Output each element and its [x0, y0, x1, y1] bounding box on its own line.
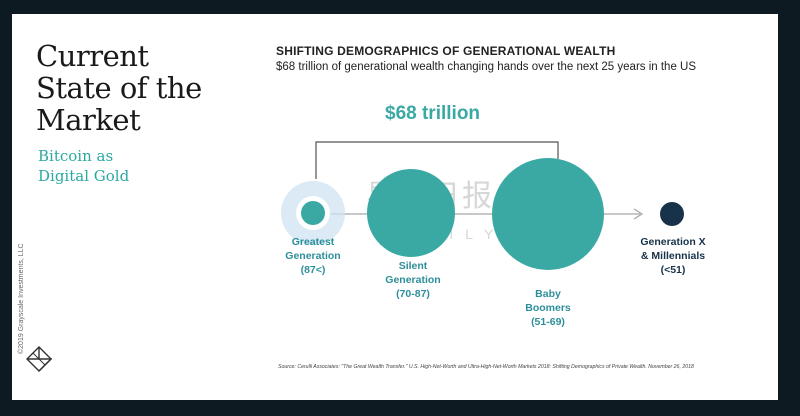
slide-subtitle: Bitcoin as Digital Gold	[38, 147, 130, 185]
bubble-silent-generation	[367, 169, 455, 257]
bubble-baby-boomers	[492, 158, 604, 270]
arrow-head-icon	[633, 208, 644, 220]
total-wealth-label: $68 trillion	[385, 103, 481, 124]
slide-title: Current State of the Market	[36, 39, 202, 137]
label-gen-x-millennials: Generation X & Millennials (<51)	[640, 236, 706, 276]
label-greatest-generation: Greatest Generation (87<)	[285, 236, 341, 276]
source-citation: Source: Cerulli Associates: "The Great W…	[278, 364, 694, 370]
grayscale-logo-icon	[26, 346, 52, 372]
bracket-line	[315, 141, 559, 179]
slide: Current State of the Market Bitcoin as D…	[12, 14, 778, 400]
wealth-bubble-diagram	[281, 141, 684, 270]
chart-heading: SHIFTING DEMOGRAPHICS OF GENERATIONAL WE…	[276, 44, 616, 58]
label-silent-generation: Silent Generation (70-87)	[385, 260, 441, 300]
chart-subheading: $68 trillion of generational wealth chan…	[276, 61, 697, 73]
bubble-greatest-generation	[301, 201, 325, 225]
bubble-gen-x-millennials	[660, 202, 684, 226]
label-baby-boomers: Baby Boomers (51-69)	[525, 288, 571, 328]
